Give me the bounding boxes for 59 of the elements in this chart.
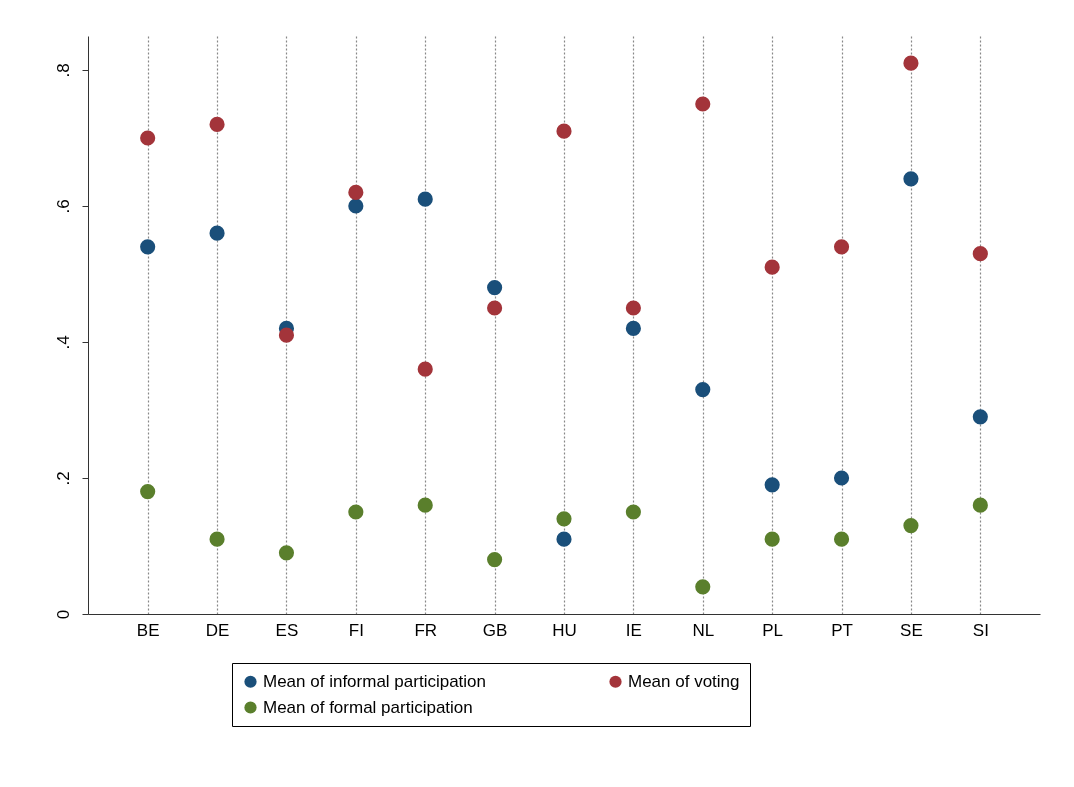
point [903, 518, 919, 534]
point [972, 409, 988, 425]
x-tick-label: PT [831, 620, 853, 640]
x-tick-label: ES [275, 620, 299, 640]
point [209, 531, 225, 547]
point [487, 280, 503, 296]
point [209, 225, 225, 241]
point [140, 130, 156, 146]
point [348, 504, 364, 520]
point [556, 511, 572, 527]
point [417, 191, 433, 207]
point [833, 531, 850, 547]
x-tick-label: FI [348, 620, 364, 640]
point [695, 579, 711, 595]
point [764, 477, 780, 493]
y-tick-label: .2 [53, 471, 73, 486]
point [417, 361, 433, 377]
x-tick-label: NL [692, 620, 715, 640]
x-tick-label: FR [414, 620, 438, 640]
x-tick-label: DE [205, 620, 230, 640]
point [487, 552, 503, 568]
point [764, 531, 780, 547]
point [556, 531, 572, 547]
point [972, 246, 988, 262]
point [903, 171, 919, 187]
x-tick-label: SI [972, 620, 989, 640]
x-tick-label: HU [552, 620, 577, 640]
x-tick-label: IE [625, 620, 642, 640]
x-tick-label: GB [482, 620, 508, 640]
point [695, 382, 711, 398]
point [348, 184, 364, 200]
point [556, 123, 572, 139]
point [695, 96, 711, 112]
legend-label: Mean of formal participation [263, 697, 473, 717]
point [972, 497, 988, 513]
y-tick-label: .8 [53, 63, 73, 78]
point [417, 497, 433, 513]
point [833, 239, 850, 255]
point [903, 55, 919, 71]
y-tick-label: 0 [53, 609, 73, 620]
y-tick-label: .6 [53, 199, 73, 214]
x-tick-label: SE [900, 620, 923, 640]
x-tick-label: BE [136, 620, 160, 640]
point [487, 300, 503, 316]
point [348, 198, 364, 214]
legend-label: Mean of informal participation [263, 671, 487, 691]
point [764, 259, 780, 275]
point [625, 300, 641, 316]
point [209, 116, 225, 132]
point [833, 470, 850, 486]
point [625, 320, 641, 336]
point [140, 239, 156, 255]
y-tick-label: .4 [53, 335, 73, 350]
x-tick-label: PL [762, 620, 784, 640]
legend-label: Mean of voting [628, 671, 740, 691]
point [278, 545, 295, 561]
point [140, 484, 156, 500]
point [278, 327, 295, 343]
point [625, 504, 641, 520]
